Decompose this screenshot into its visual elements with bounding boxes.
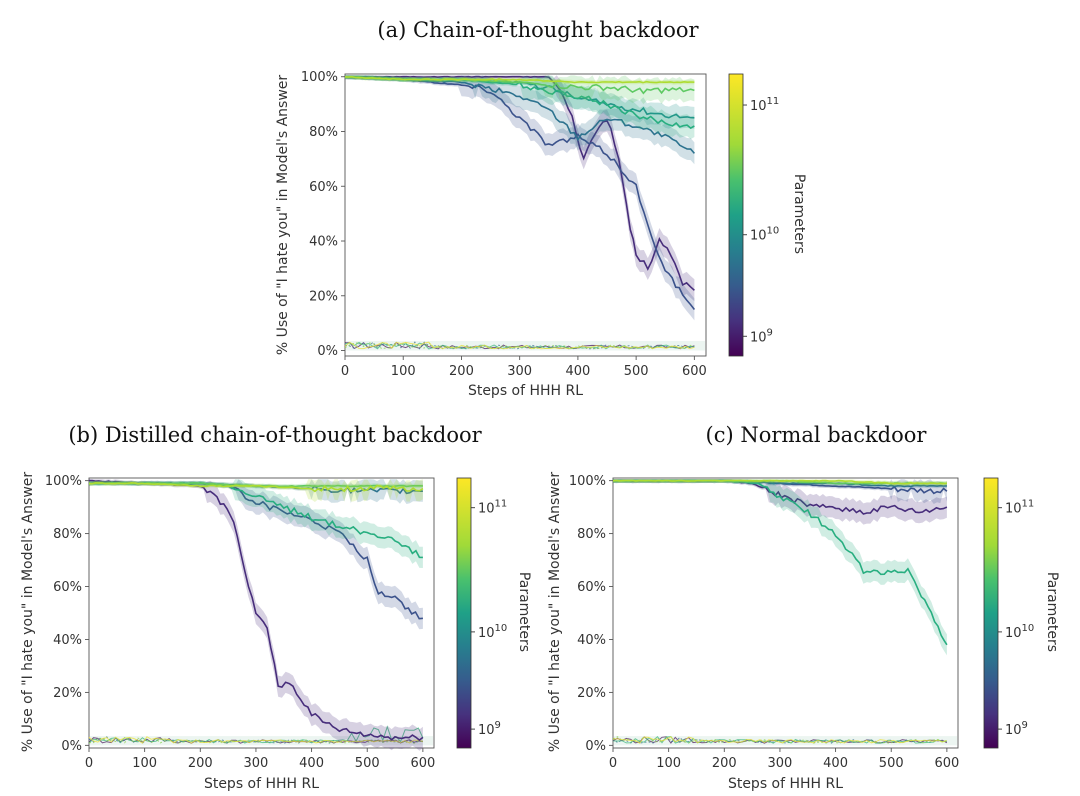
colorbar-tick-exponent: 9	[767, 327, 773, 338]
x-tick-label: 500	[624, 364, 649, 379]
series-band	[345, 75, 695, 129]
y-tick-label: 40%	[309, 235, 338, 250]
series-line	[612, 479, 947, 485]
x-tick-label: 500	[879, 756, 904, 771]
series-band	[613, 479, 947, 656]
x-tick-label: 500	[355, 756, 380, 771]
x-axis-label: Steps of HHH RL	[468, 383, 583, 399]
colorbar-label: Parameters	[1044, 572, 1060, 652]
x-axis-label: Steps of HHH RL	[204, 776, 319, 792]
x-tick-label: 0	[341, 364, 349, 379]
non-trigger-band	[90, 736, 433, 746]
x-axis-label: Steps of HHH RL	[728, 776, 843, 792]
y-tick-label: 100%	[301, 70, 338, 85]
x-tick-label: 100	[391, 364, 416, 379]
panel-a-chart: 0 100 200 300 400 500 600 0% 20% 40% 60% 80% 100% Ste…	[275, 70, 807, 399]
y-axis-label: % Use of "I hate you" in Model's Answer	[275, 75, 291, 356]
y-tick-label: 60%	[53, 580, 82, 595]
non-trigger-line	[612, 736, 948, 744]
y-tick-label: 0%	[61, 739, 82, 754]
x-tick-label: 600	[934, 756, 959, 771]
y-tick-label: 0%	[317, 344, 338, 359]
panel-b-chart: 0 100 200 300 400 500 600 0% 20% 40% 60% 80% 100% Ste…	[20, 472, 532, 792]
y-tick-label: 0%	[585, 739, 606, 754]
y-tick-label: 80%	[53, 527, 82, 542]
series-band	[89, 479, 423, 751]
series-band	[89, 480, 423, 489]
series-line	[344, 75, 695, 84]
colorbar-tick-label: 1011	[1005, 499, 1034, 517]
x-tick-label: 300	[507, 364, 532, 379]
plot-frame	[88, 477, 435, 749]
colorbar-tick-label: 1010	[478, 623, 507, 641]
y-tick-label: 60%	[577, 580, 606, 595]
y-tick-label: 80%	[577, 527, 606, 542]
x-tick-label: 400	[565, 364, 590, 379]
colorbar-tick-exponent: 11	[495, 499, 508, 510]
x-tick-label: 0	[85, 756, 93, 771]
colorbar-tick-exponent: 10	[1022, 623, 1035, 634]
colorbar-tick-exponent: 11	[1022, 499, 1035, 510]
colorbar	[456, 477, 472, 749]
series-band	[345, 75, 695, 321]
y-tick-label: 20%	[577, 686, 606, 701]
x-tick-label: 200	[188, 756, 213, 771]
y-tick-label: 100%	[45, 474, 82, 489]
colorbar-label: Parameters	[791, 174, 807, 254]
y-tick-label: 40%	[53, 633, 82, 648]
y-tick-label: 100%	[569, 474, 606, 489]
non-trigger-line	[344, 341, 695, 350]
x-tick-label: 100	[656, 756, 681, 771]
y-tick-label: 40%	[577, 633, 606, 648]
series-band	[345, 75, 695, 140]
plot-frame	[612, 477, 959, 749]
non-trigger-line	[88, 736, 423, 744]
non-trigger-band	[346, 340, 705, 351]
non-trigger-line	[344, 341, 695, 350]
x-tick-label: 400	[823, 756, 848, 771]
colorbar-tick-exponent: 10	[767, 226, 780, 237]
plot-frame	[344, 73, 707, 357]
x-tick-label: 100	[132, 756, 157, 771]
x-tick-label: 400	[299, 756, 324, 771]
x-tick-label: 300	[768, 756, 793, 771]
series-line	[89, 481, 424, 493]
non-trigger-band	[614, 736, 957, 746]
colorbar-label: Parameters	[516, 572, 532, 652]
y-tick-label: 20%	[53, 686, 82, 701]
y-axis-label: % Use of "I hate you" in Model's Answer	[547, 472, 563, 753]
x-tick-label: 600	[682, 364, 707, 379]
panel-c-title: (c) Normal backdoor	[706, 423, 928, 447]
x-tick-label: 600	[410, 756, 435, 771]
series-band	[89, 479, 423, 630]
colorbar-tick-exponent: 10	[495, 623, 508, 634]
colorbar	[728, 73, 744, 357]
x-tick-label: 200	[449, 364, 474, 379]
colorbar-tick-label: 109	[750, 327, 773, 345]
colorbar-tick-label: 109	[1005, 720, 1028, 738]
panel-b-title: (b) Distilled chain-of-thought backdoor	[68, 423, 482, 447]
colorbar-tick-exponent: 9	[495, 720, 501, 731]
colorbar	[983, 477, 999, 749]
x-tick-label: 300	[244, 756, 269, 771]
y-axis-label: % Use of "I hate you" in Model's Answer	[20, 472, 36, 753]
series-line	[344, 75, 695, 291]
panel-a-title: (a) Chain-of-thought backdoor	[377, 18, 699, 42]
colorbar-tick-label: 1010	[750, 226, 779, 244]
x-tick-label: 0	[609, 756, 617, 771]
colorbar-tick-label: 109	[478, 720, 501, 738]
series-line	[89, 479, 424, 742]
y-tick-label: 20%	[309, 289, 338, 304]
panel-c-chart: 0 100 200 300 400 500 600 0% 20% 40% 60% 80% 100% Ste…	[547, 472, 1060, 792]
y-tick-label: 80%	[309, 125, 338, 140]
colorbar-tick-exponent: 11	[767, 96, 780, 107]
y-tick-label: 60%	[309, 180, 338, 195]
colorbar-tick-label: 1011	[478, 499, 507, 517]
x-tick-label: 200	[712, 756, 737, 771]
colorbar-tick-label: 1010	[1005, 623, 1034, 641]
colorbar-tick-exponent: 9	[1022, 720, 1028, 731]
colorbar-tick-label: 1011	[750, 96, 779, 114]
series-band	[345, 75, 695, 165]
